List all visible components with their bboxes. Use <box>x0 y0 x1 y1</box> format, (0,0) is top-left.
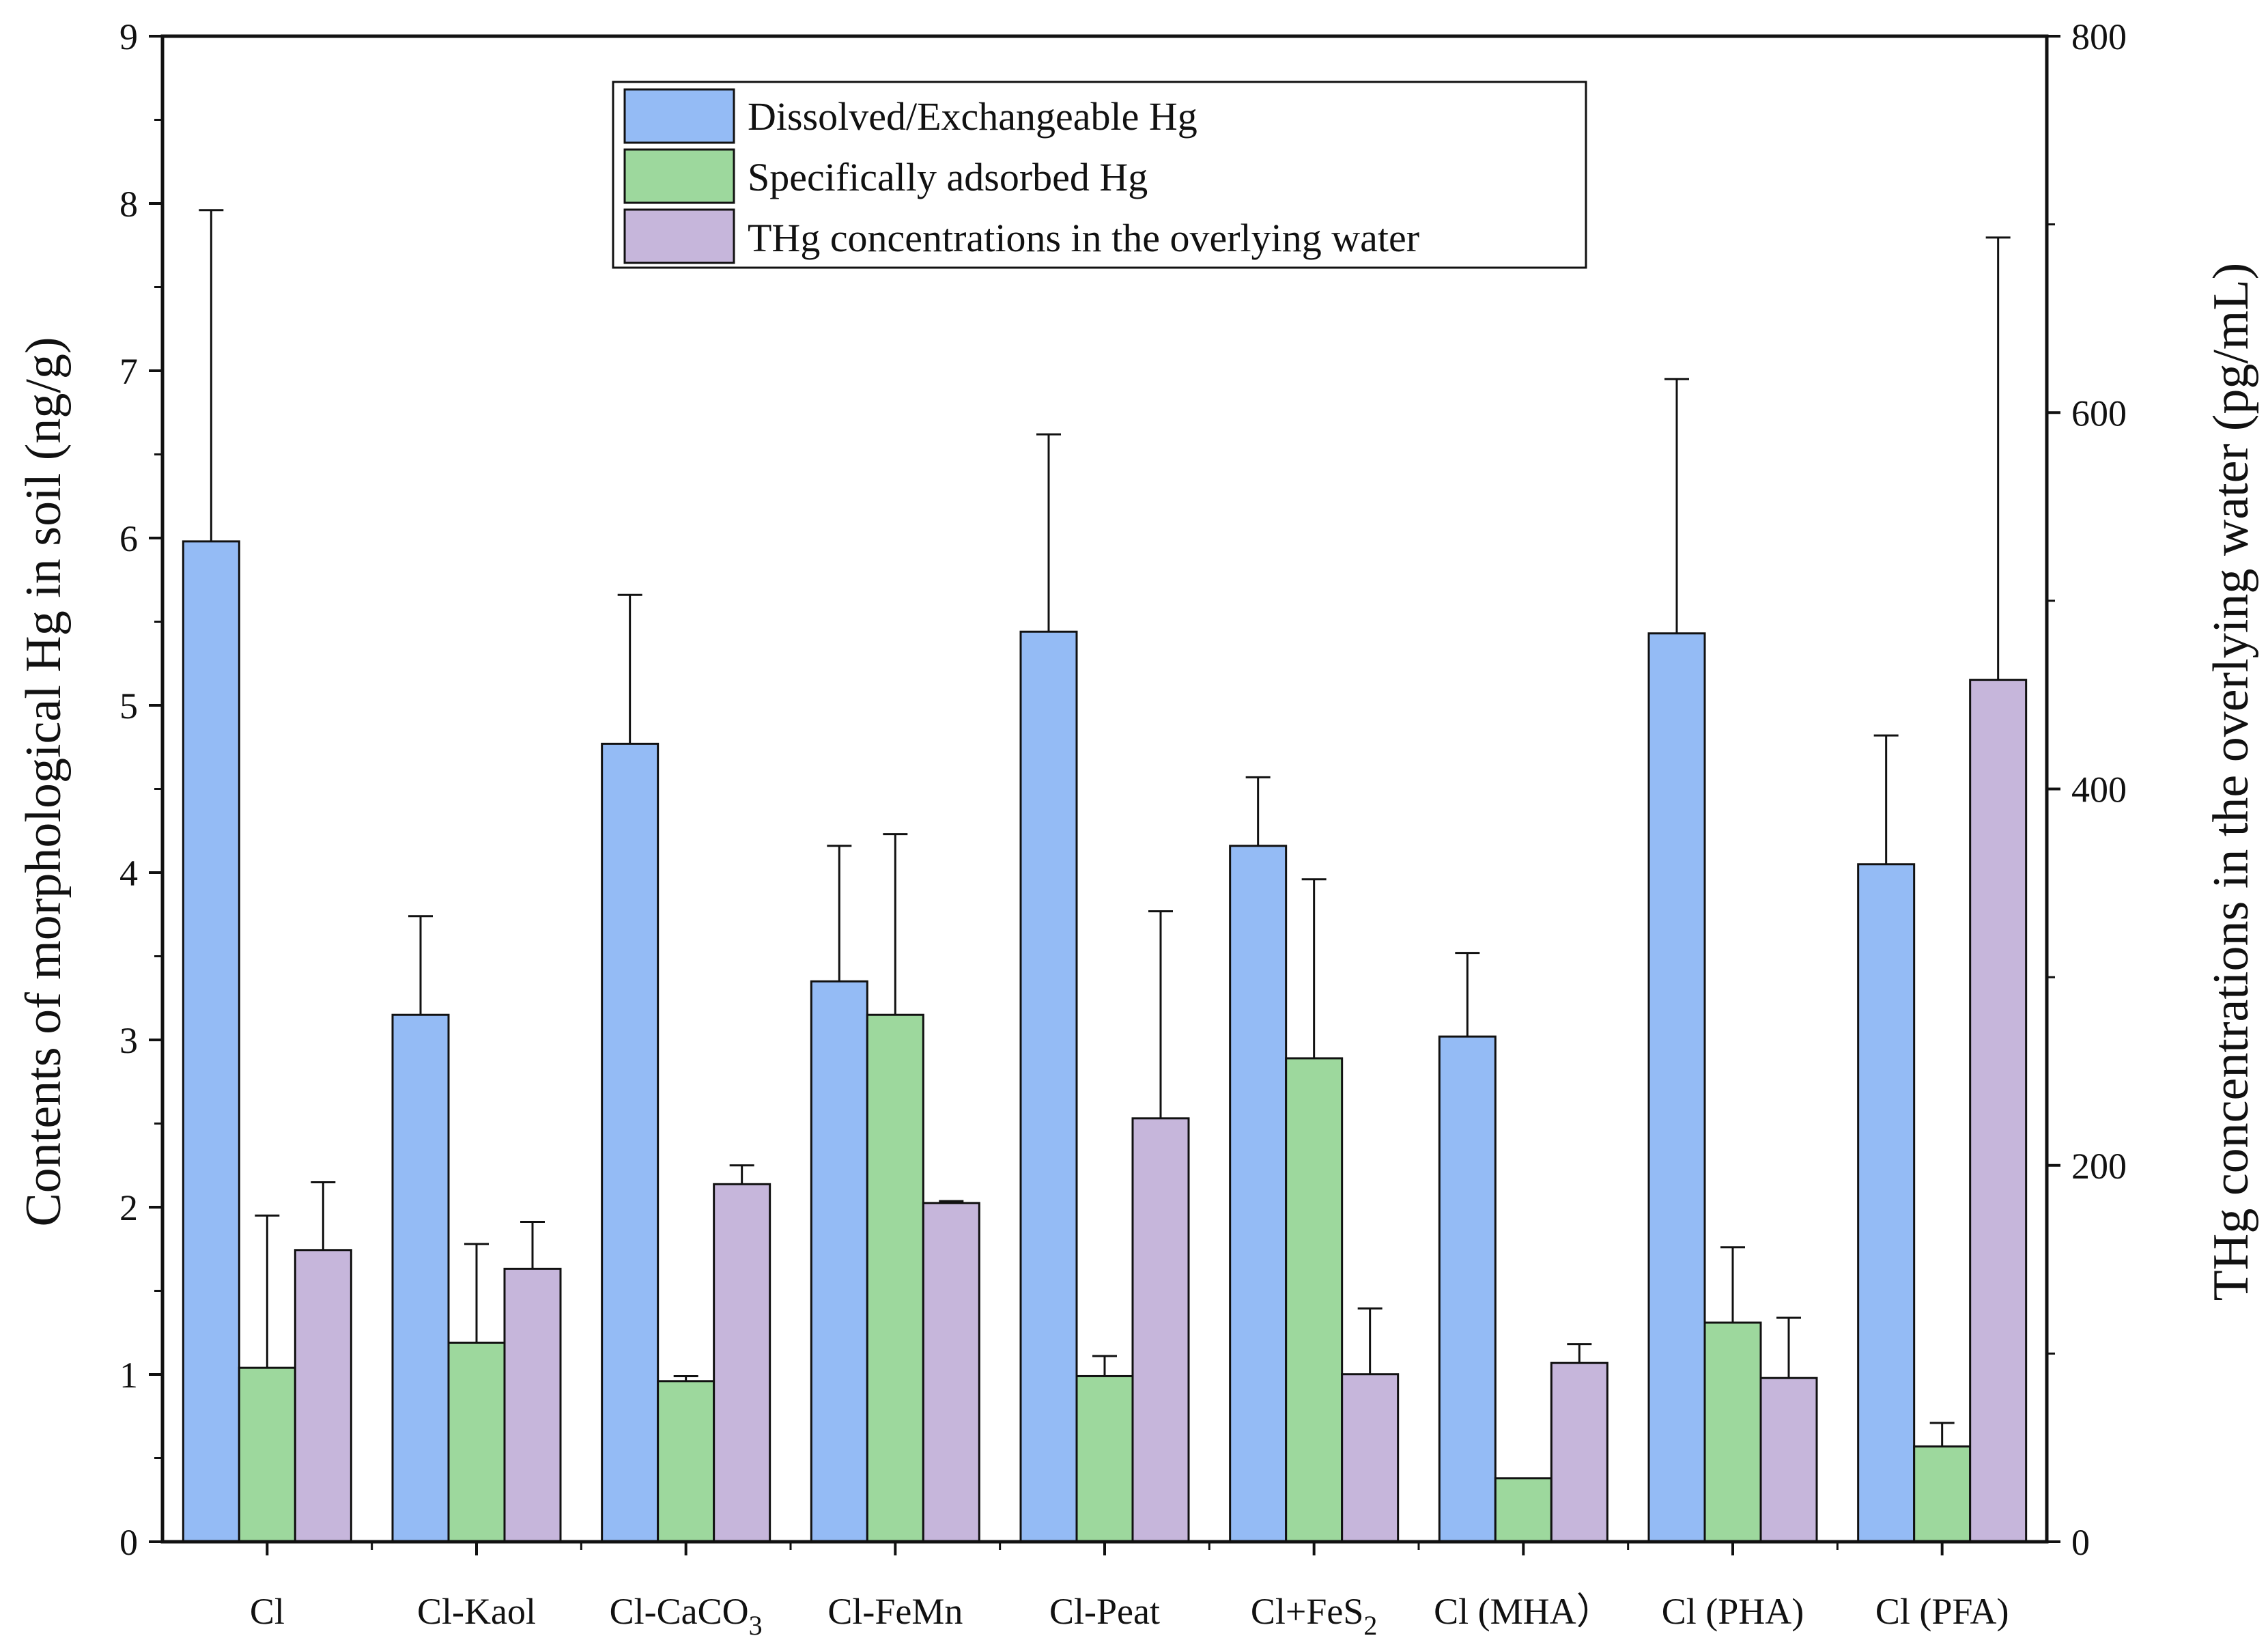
bar-thg-4 <box>1131 1117 1190 1543</box>
x-tick-label-5: Cl+FeS2 <box>1251 1591 1378 1641</box>
y-tick-label-7: 7 <box>119 351 138 392</box>
x-tick-label-8: Cl (PFA) <box>1875 1591 2009 1632</box>
legend-item-dissolved: Dissolved/Exchangeable Hg <box>623 88 1197 144</box>
y-tick-label-5: 5 <box>119 686 138 726</box>
bar-thg-0 <box>294 1249 352 1543</box>
bar-adsorbed-1 <box>447 1341 506 1543</box>
y2-tick-label-2: 400 <box>2071 770 2127 810</box>
y-tick-label-3: 3 <box>119 1020 138 1061</box>
bar-thg-1 <box>503 1267 562 1543</box>
legend-label-adsorbed: Specifically adsorbed Hg <box>748 155 1148 199</box>
bar-adsorbed-8 <box>1913 1445 1972 1543</box>
y-tick-label-8: 8 <box>119 184 138 225</box>
y-tick-label-1: 1 <box>119 1355 138 1396</box>
legend-swatch-thg <box>623 208 735 264</box>
bar-dissolved-3 <box>810 980 868 1543</box>
y-axis-label: Contents of morphological Hg in soil (ng… <box>16 337 72 1226</box>
bar-adsorbed-0 <box>238 1366 296 1543</box>
legend-box <box>612 81 1587 269</box>
legend-item-thg: THg concentrations in the overlying wate… <box>623 208 1419 264</box>
bar-thg-3 <box>922 1202 980 1543</box>
x-tick-label-2: Cl-CaCO3 <box>610 1591 763 1641</box>
legend-swatch-dissolved <box>623 88 735 144</box>
y2-tick-label-4: 800 <box>2071 16 2127 57</box>
bar-adsorbed-5 <box>1285 1057 1344 1543</box>
bar-dissolved-2 <box>601 742 660 1543</box>
bar-dissolved-6 <box>1438 1035 1497 1543</box>
bar-dissolved-5 <box>1229 845 1288 1543</box>
bars-layer <box>182 540 2028 1543</box>
y2-axis-label: THg concentrations in the overlying wate… <box>2203 263 2259 1301</box>
bar-thg-7 <box>1759 1377 1818 1543</box>
x-tick-label-0: Cl <box>250 1591 285 1632</box>
legend: Dissolved/Exchangeable Hg Specifically a… <box>612 81 1587 269</box>
bar-dissolved-8 <box>1857 863 1916 1543</box>
y-tick-label-0: 0 <box>119 1522 138 1563</box>
y2-tick-label-1: 200 <box>2071 1146 2127 1187</box>
y2-tick-label-0: 0 <box>2071 1522 2090 1563</box>
x-tick-label-4: Cl-Peat <box>1049 1591 1160 1632</box>
x-tick-label-3: Cl-FeMn <box>827 1591 963 1632</box>
y-tick-label-6: 6 <box>119 518 138 559</box>
bar-thg-2 <box>713 1183 771 1543</box>
bar-adsorbed-3 <box>866 1013 924 1543</box>
bar-adsorbed-6 <box>1494 1477 1553 1543</box>
bar-thg-5 <box>1341 1373 1400 1543</box>
bar-dissolved-4 <box>1019 630 1078 1543</box>
ticks-layer: Cl Cl-Kaol Cl-CaCO3 Cl-FeMn Cl-Peat Cl+FeS2 Cl… <box>119 16 2127 1641</box>
bar-dissolved-1 <box>391 1013 450 1543</box>
bar-adsorbed-7 <box>1703 1321 1762 1543</box>
legend-item-adsorbed: Specifically adsorbed Hg <box>623 148 1148 204</box>
bar-adsorbed-2 <box>657 1380 715 1543</box>
y2-tick-label-3: 600 <box>2071 393 2127 434</box>
error-bars-layer <box>199 209 2011 1447</box>
x-tick-label-1: Cl-Kaol <box>417 1591 536 1632</box>
bar-thg-8 <box>1969 679 2028 1543</box>
y-tick-label-2: 2 <box>119 1187 138 1228</box>
legend-swatch-adsorbed <box>623 148 735 204</box>
x-tick-label-7: Cl (PHA) <box>1662 1591 1804 1632</box>
bar-dissolved-7 <box>1647 632 1706 1543</box>
legend-label-dissolved: Dissolved/Exchangeable Hg <box>748 94 1197 139</box>
bar-adsorbed-4 <box>1075 1374 1134 1543</box>
bar-thg-6 <box>1550 1361 1608 1543</box>
x-tick-label-6: Cl (MHA） <box>1434 1591 1613 1632</box>
y-tick-label-4: 4 <box>119 853 138 894</box>
y-tick-label-9: 9 <box>119 16 138 57</box>
legend-label-thg: THg concentrations in the overlying wate… <box>748 216 1419 260</box>
bar-dissolved-0 <box>182 540 240 1543</box>
